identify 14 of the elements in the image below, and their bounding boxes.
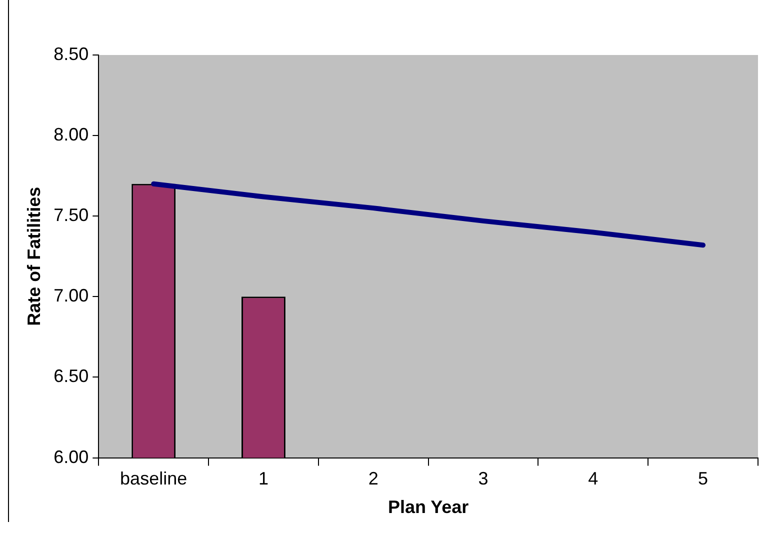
x-tick-label: 3 — [478, 468, 488, 489]
x-axis-title: Plan Year — [388, 497, 469, 518]
y-tick-label: 8.50 — [54, 44, 89, 64]
x-tick-label: 5 — [698, 468, 708, 489]
y-tick-label: 7.50 — [54, 205, 89, 226]
x-tick-label: 1 — [258, 468, 268, 489]
y-tick-label: 7.00 — [54, 286, 89, 306]
y-axis-title: Rate of Fatilities — [24, 186, 44, 326]
x-tick-label: 2 — [368, 468, 378, 489]
x-tick-label: 4 — [588, 468, 598, 489]
y-tick-label: 6.50 — [54, 366, 89, 386]
y-tick-label: 6.00 — [54, 446, 89, 467]
x-tick-label: baseline — [120, 468, 188, 489]
y-tick-label: 8.00 — [54, 124, 89, 145]
